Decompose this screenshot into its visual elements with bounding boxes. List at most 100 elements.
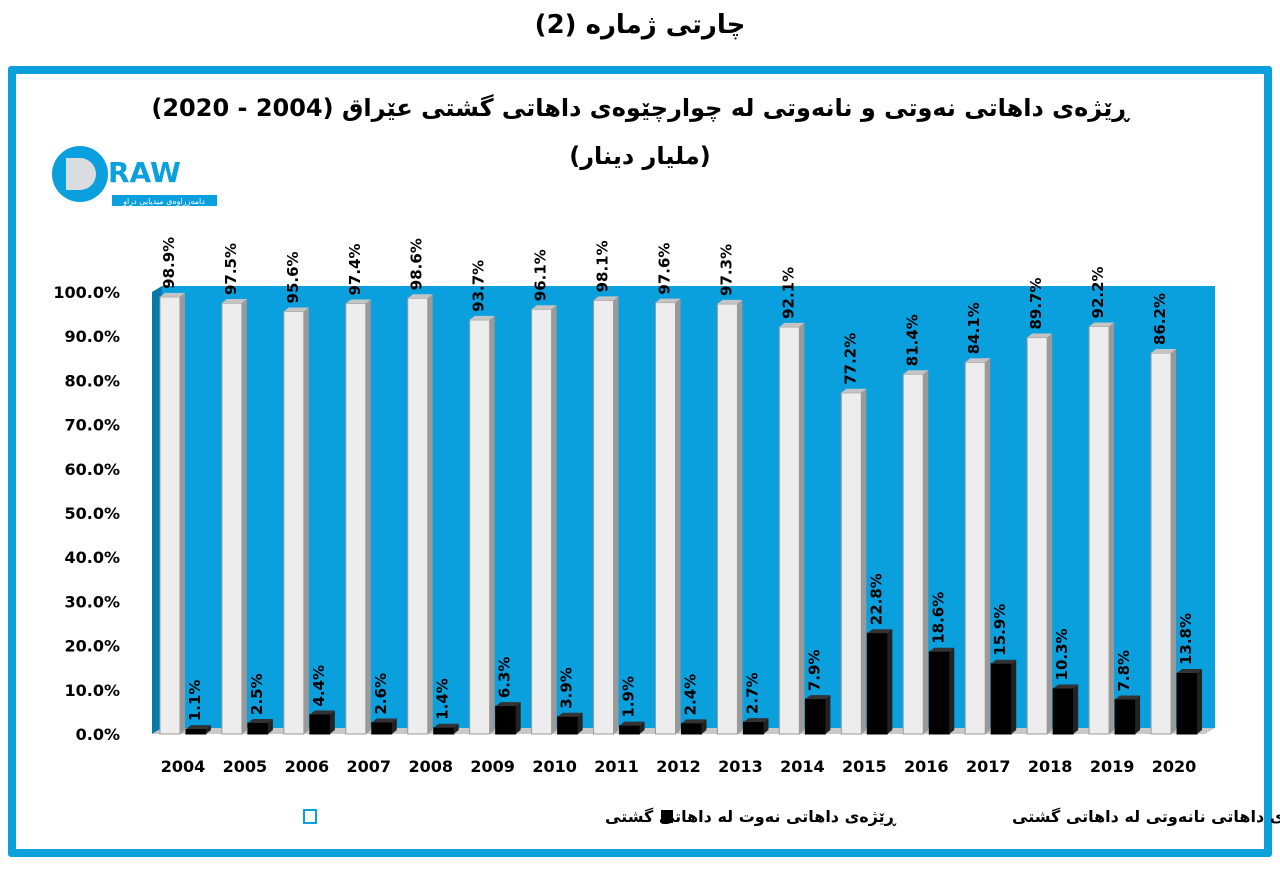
bar-side	[1135, 695, 1141, 734]
x-tick-label: 2006	[285, 757, 330, 776]
bar-side	[577, 712, 583, 734]
bar-non-oil	[557, 716, 579, 735]
bar-side	[489, 315, 495, 734]
bar-side	[985, 358, 991, 734]
bar-side	[861, 388, 867, 734]
x-tick-label: 2008	[408, 757, 453, 776]
y-tick-label: 10.0%	[64, 681, 120, 700]
y-tick-label: 90.0%	[64, 327, 120, 346]
data-label: 15.9%	[991, 604, 1009, 656]
bar-top	[841, 388, 867, 393]
bar-side	[799, 322, 805, 734]
bar-oil	[716, 303, 738, 735]
data-label: 77.2%	[841, 333, 859, 385]
bar-side	[887, 629, 893, 734]
data-label: 95.6%	[284, 251, 302, 303]
bar-top	[619, 721, 645, 726]
data-label: 81.4%	[903, 314, 921, 366]
x-tick-label: 2004	[161, 757, 206, 776]
data-label: 92.2%	[1089, 266, 1107, 318]
legend-swatch-oil	[303, 809, 317, 824]
data-label: 2.5%	[248, 673, 266, 715]
bar-non-oil	[990, 663, 1012, 735]
x-tick-label: 2011	[594, 757, 639, 776]
bar-non-oil	[185, 728, 207, 735]
bar-non-oil	[681, 722, 702, 735]
bar-side	[391, 718, 397, 734]
bar-top	[965, 358, 991, 363]
y-tick-label: 30.0%	[64, 592, 120, 611]
data-label: 4.4%	[310, 665, 328, 707]
bar-oil	[159, 296, 181, 735]
bar-side	[241, 299, 247, 734]
data-label: 1.1%	[186, 680, 204, 722]
bar-top	[779, 322, 805, 327]
bar-side	[1073, 684, 1079, 734]
data-label: 93.7%	[470, 260, 488, 312]
bar-side	[763, 718, 769, 734]
bar-non-oil	[247, 722, 269, 735]
bar-side	[205, 725, 211, 734]
bar-side	[1171, 348, 1177, 734]
bar-oil	[902, 373, 924, 735]
bar-top	[655, 298, 681, 303]
x-tick-label: 2016	[904, 757, 949, 776]
bar-top	[867, 629, 893, 634]
bar-top	[1053, 684, 1079, 689]
bar-top	[1115, 695, 1141, 700]
chart-title: ڕێژەی داهاتی نەوتی و نانەوتی لە چوارچێوە…	[151, 94, 1131, 122]
logo-d-shape	[66, 158, 96, 190]
bar-oil	[531, 308, 553, 735]
bar-top	[433, 723, 459, 728]
bar-top	[991, 659, 1017, 664]
bar-oil	[840, 392, 862, 735]
bar-top	[1089, 322, 1115, 327]
bar-oil	[345, 302, 367, 735]
bar-side	[303, 307, 309, 734]
bar-side	[639, 721, 645, 734]
bar-side	[515, 702, 521, 734]
bar-non-oil	[928, 651, 950, 735]
bar-top	[185, 725, 211, 730]
bar-non-oil	[1176, 672, 1198, 735]
x-tick-label: 2007	[347, 757, 392, 776]
bar-top	[247, 718, 273, 723]
bar-top	[1027, 333, 1053, 338]
bar-top	[805, 695, 831, 700]
data-label: 1.4%	[434, 678, 452, 720]
bar-non-oil	[1052, 687, 1074, 735]
bar-top	[159, 292, 185, 297]
bar-non-oil	[619, 725, 641, 735]
bar-non-oil	[371, 722, 393, 735]
legend-label-non-oil: ڕێژەی داهاتی نانەوتی لە داهاتی گشتی	[1012, 807, 1280, 826]
x-tick-label: 2014	[780, 757, 825, 776]
data-label: 1.9%	[620, 676, 638, 718]
chart-subtitle: (ملیار دینار)	[569, 142, 711, 170]
bar-side	[1047, 333, 1053, 734]
data-label: 3.9%	[558, 667, 576, 709]
data-label: 7.8%	[1115, 650, 1133, 692]
x-tick-label: 2017	[966, 757, 1011, 776]
bar-side	[179, 292, 185, 734]
bar-side	[1197, 669, 1203, 734]
bar-top	[495, 702, 521, 707]
y-tick-label: 50.0%	[64, 504, 120, 523]
x-tick-label: 2019	[1090, 757, 1135, 776]
data-label: 7.9%	[805, 649, 823, 691]
x-tick-label: 2009	[470, 757, 515, 776]
bar-top	[717, 299, 743, 304]
bar-non-oil	[1114, 699, 1136, 735]
bar-side	[613, 296, 619, 734]
bar-oil	[407, 297, 429, 735]
bar-top	[371, 718, 397, 723]
data-label: 98.6%	[408, 238, 426, 290]
bar-side	[329, 710, 335, 734]
data-label: 13.8%	[1177, 613, 1195, 665]
bar-oil	[655, 302, 676, 735]
bar-oil	[221, 302, 243, 735]
bar-side	[365, 299, 371, 734]
bar-side	[675, 298, 681, 734]
data-label: 86.2%	[1151, 293, 1169, 345]
logo-tagline: دامەزراوەی میدیایی دراو	[122, 197, 205, 206]
